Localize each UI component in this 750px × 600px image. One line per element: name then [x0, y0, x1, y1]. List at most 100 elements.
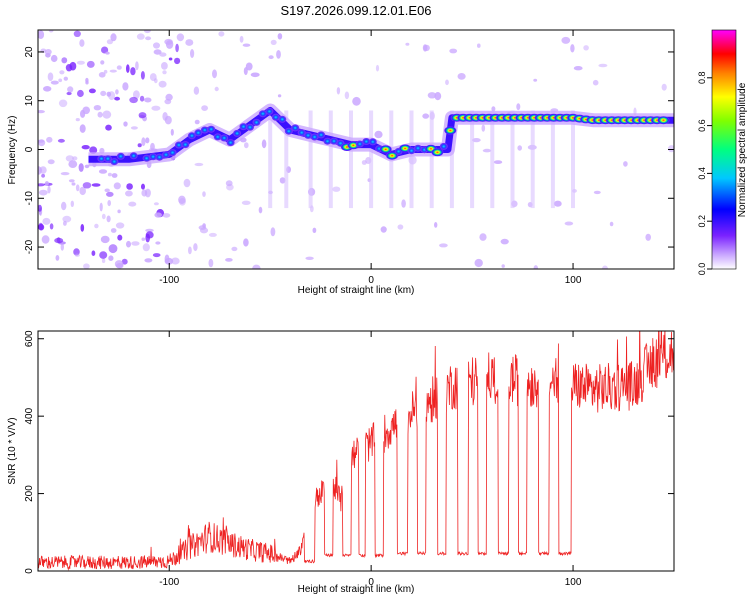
noise-speck — [124, 190, 133, 197]
noise-speck — [100, 90, 107, 97]
snr-frame — [37, 330, 675, 572]
noise-speck — [573, 66, 583, 71]
noise-speck — [49, 223, 54, 230]
noise-speck — [258, 206, 263, 214]
ridge-blob — [181, 141, 190, 149]
ridge-blob — [431, 148, 444, 157]
noise-speck — [72, 156, 78, 161]
noise-speck — [65, 63, 73, 72]
noise-speck — [457, 73, 466, 80]
noise-speck — [98, 72, 106, 78]
noise-speck — [561, 36, 571, 44]
noise-speck — [122, 82, 129, 91]
noise-speck — [44, 181, 49, 186]
ridge-blob — [304, 131, 313, 139]
y-tick-label: 20 — [24, 46, 35, 58]
noise-speck — [312, 227, 317, 233]
ridge-blob — [213, 133, 222, 141]
noise-speck — [141, 189, 148, 197]
noise-speck — [105, 124, 112, 131]
noise-speck — [592, 79, 599, 86]
noise-speck — [101, 46, 109, 54]
ridge-blob — [271, 113, 280, 121]
noise-speck — [477, 43, 481, 48]
harmonic-smear — [369, 110, 374, 209]
noise-speck — [38, 223, 45, 231]
noise-speck — [106, 191, 114, 197]
chart-title: S197.2026.099.12.01.E06 — [280, 3, 431, 18]
noise-speck — [161, 62, 168, 70]
noise-speck — [609, 221, 614, 227]
noise-speck — [517, 145, 522, 151]
noise-speck — [162, 213, 171, 218]
harmonic-smear — [510, 110, 515, 209]
noise-speck — [55, 255, 60, 261]
ridge-blob — [226, 139, 235, 147]
noise-speck — [212, 69, 217, 79]
noise-speck — [305, 256, 314, 260]
noise-speck — [500, 238, 509, 245]
snr-panel: -100 0 100 0 200 400 600 Height of straight li… — [7, 330, 675, 595]
noise-speck — [65, 155, 74, 162]
noise-speck — [375, 64, 380, 72]
noise-speck — [245, 62, 253, 71]
noise-speck — [107, 172, 112, 177]
noise-speck — [61, 201, 67, 211]
noise-speck — [352, 96, 361, 106]
noise-speck — [268, 55, 274, 60]
noise-speck — [168, 57, 173, 61]
colorbar: 0.0 0.2 0.4 0.6 0.8 Normalized spectral ampl… — [697, 29, 748, 275]
noise-speck — [225, 258, 233, 262]
noise-speck — [94, 223, 99, 229]
noise-speck — [479, 233, 487, 241]
noise-speck — [56, 237, 61, 243]
noise-speck — [474, 258, 483, 268]
noise-speck — [102, 110, 112, 119]
noise-speck — [427, 92, 437, 99]
noise-speck — [144, 258, 153, 263]
ridge-blob — [439, 142, 448, 150]
noise-speck — [668, 145, 674, 153]
noise-speck — [115, 263, 124, 269]
noise-speck — [99, 251, 108, 259]
noise-speck — [63, 220, 67, 226]
noise-speck — [100, 60, 105, 65]
noise-speck — [130, 126, 138, 130]
noise-speck — [201, 105, 209, 111]
y-tick-label: 400 — [24, 407, 35, 424]
noise-speck — [533, 78, 538, 82]
noise-speck — [145, 231, 154, 239]
noise-speck — [138, 112, 147, 119]
y-tick-label: 10 — [24, 95, 35, 107]
harmonic-smear — [328, 110, 333, 209]
noise-speck — [135, 61, 139, 71]
noise-speck — [68, 160, 78, 169]
noise-speck — [93, 105, 102, 111]
noise-speck — [114, 96, 120, 101]
ridge-blob — [220, 134, 229, 142]
noise-speck — [164, 257, 174, 265]
noise-speck — [243, 238, 249, 247]
ridge-blob — [414, 144, 422, 152]
noise-speck — [193, 86, 200, 95]
snr-series-line — [38, 331, 674, 571]
noise-speck — [110, 228, 117, 233]
noise-speck — [106, 215, 111, 223]
noise-speck — [501, 264, 505, 268]
noise-speck — [71, 182, 76, 186]
noise-speck — [77, 89, 84, 98]
colorbar-tick-label: 0.2 — [697, 215, 707, 228]
ridge-blob — [407, 147, 416, 155]
noise-speck — [128, 201, 137, 207]
noise-speck — [133, 90, 140, 99]
noise-speck — [47, 159, 55, 165]
y-tick-label: 0 — [24, 146, 35, 152]
noise-speck — [170, 128, 174, 136]
noise-speck — [252, 264, 261, 269]
noise-speck — [130, 67, 136, 76]
noise-speck — [344, 91, 350, 100]
ridge-blob — [207, 125, 216, 133]
ridge-blob — [323, 137, 332, 145]
noise-speck — [75, 184, 80, 192]
